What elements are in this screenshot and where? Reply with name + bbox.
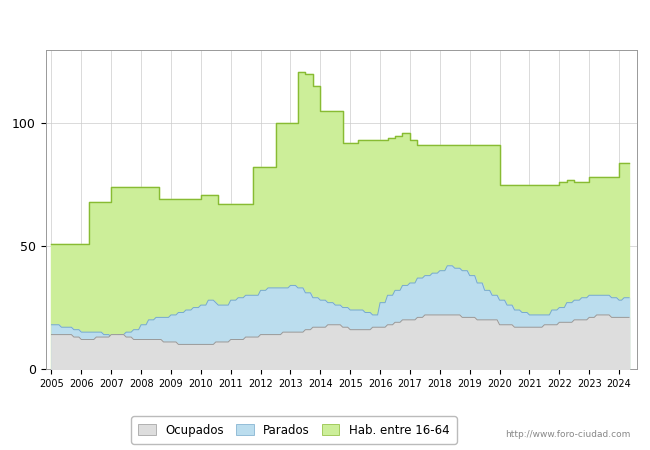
Text: Llocnou de la Corona - Evolucion de la poblacion en edad de Trabajar Mayo de 202: Llocnou de la Corona - Evolucion de la p… (48, 14, 602, 27)
Legend: Ocupados, Parados, Hab. entre 16-64: Ocupados, Parados, Hab. entre 16-64 (131, 416, 456, 444)
Text: http://www.foro-ciudad.com: http://www.foro-ciudad.com (505, 430, 630, 439)
